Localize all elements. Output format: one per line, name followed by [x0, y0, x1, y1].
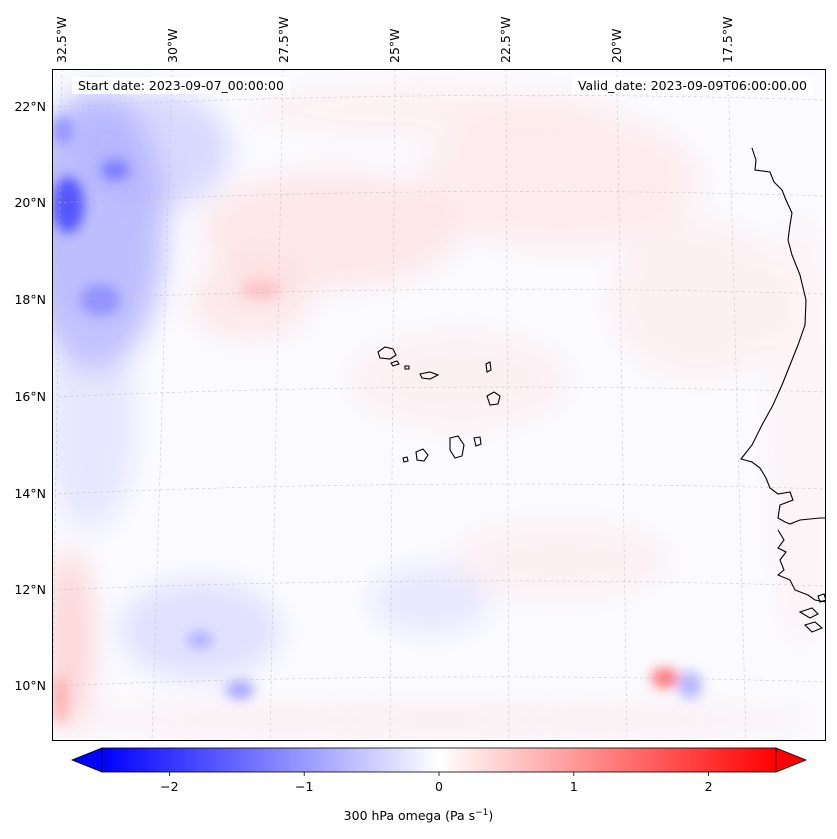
lon-label: 22.5°W [498, 17, 513, 63]
start-date-label: Start date: 2023-09-07_00:00:00 [72, 77, 290, 94]
colorbar: −2 −1 0 1 2 [70, 747, 808, 794]
gridlines [52, 69, 826, 741]
lat-label: 22°N [14, 99, 46, 114]
lon-label: 20°W [609, 28, 624, 63]
valid-date-label: Valid_date: 2023-09-09T06:00:00.00 [571, 77, 813, 94]
lat-label: 10°N [14, 678, 46, 693]
lon-label: 27.5°W [276, 17, 291, 63]
lat-label: 18°N [14, 292, 46, 307]
lat-label: 14°N [14, 486, 46, 501]
colorbar-unit: (Pa s [445, 808, 476, 824]
colorbar-label: 300 hPa omega (Pa s−1) [0, 808, 837, 823]
lon-label: 25°W [387, 28, 402, 63]
lat-label: 12°N [14, 582, 46, 597]
lat-label: 20°N [14, 195, 46, 210]
lat-label: 16°N [14, 389, 46, 404]
colorbar-tick-label: 1 [570, 779, 578, 794]
lon-labels: 32.5°W 30°W 27.5°W 25°W 22.5°W 20°W 17.5… [54, 17, 735, 63]
lon-label: 32.5°W [54, 17, 69, 63]
colorbar-tick-label: −1 [295, 779, 313, 794]
colorbar-tick-label: 2 [705, 779, 713, 794]
lon-label: 30°W [165, 28, 180, 63]
colorbar-variable: 300 hPa omega [343, 808, 442, 824]
omega-field [52, 85, 826, 732]
lon-label: 17.5°W [720, 17, 735, 63]
lat-labels: 22°N 20°N 18°N 16°N 14°N 12°N 10°N [14, 99, 46, 693]
colorbar-gradient [101, 747, 777, 773]
map-panel [52, 69, 826, 741]
colorbar-extend-max [775, 747, 808, 773]
colorbar-extend-min [70, 747, 103, 773]
colorbar-tick-label: −2 [160, 779, 178, 794]
map-frame [52, 69, 826, 741]
colorbar-ticks: −2 −1 0 1 2 [160, 772, 713, 794]
coastline [740, 147, 826, 633]
colorbar-unit-exp: −1 [475, 808, 489, 818]
colorbar-unit-close: ) [488, 808, 494, 824]
cape-verde-islands [377, 346, 501, 463]
colorbar-tick-label: 0 [435, 779, 443, 794]
